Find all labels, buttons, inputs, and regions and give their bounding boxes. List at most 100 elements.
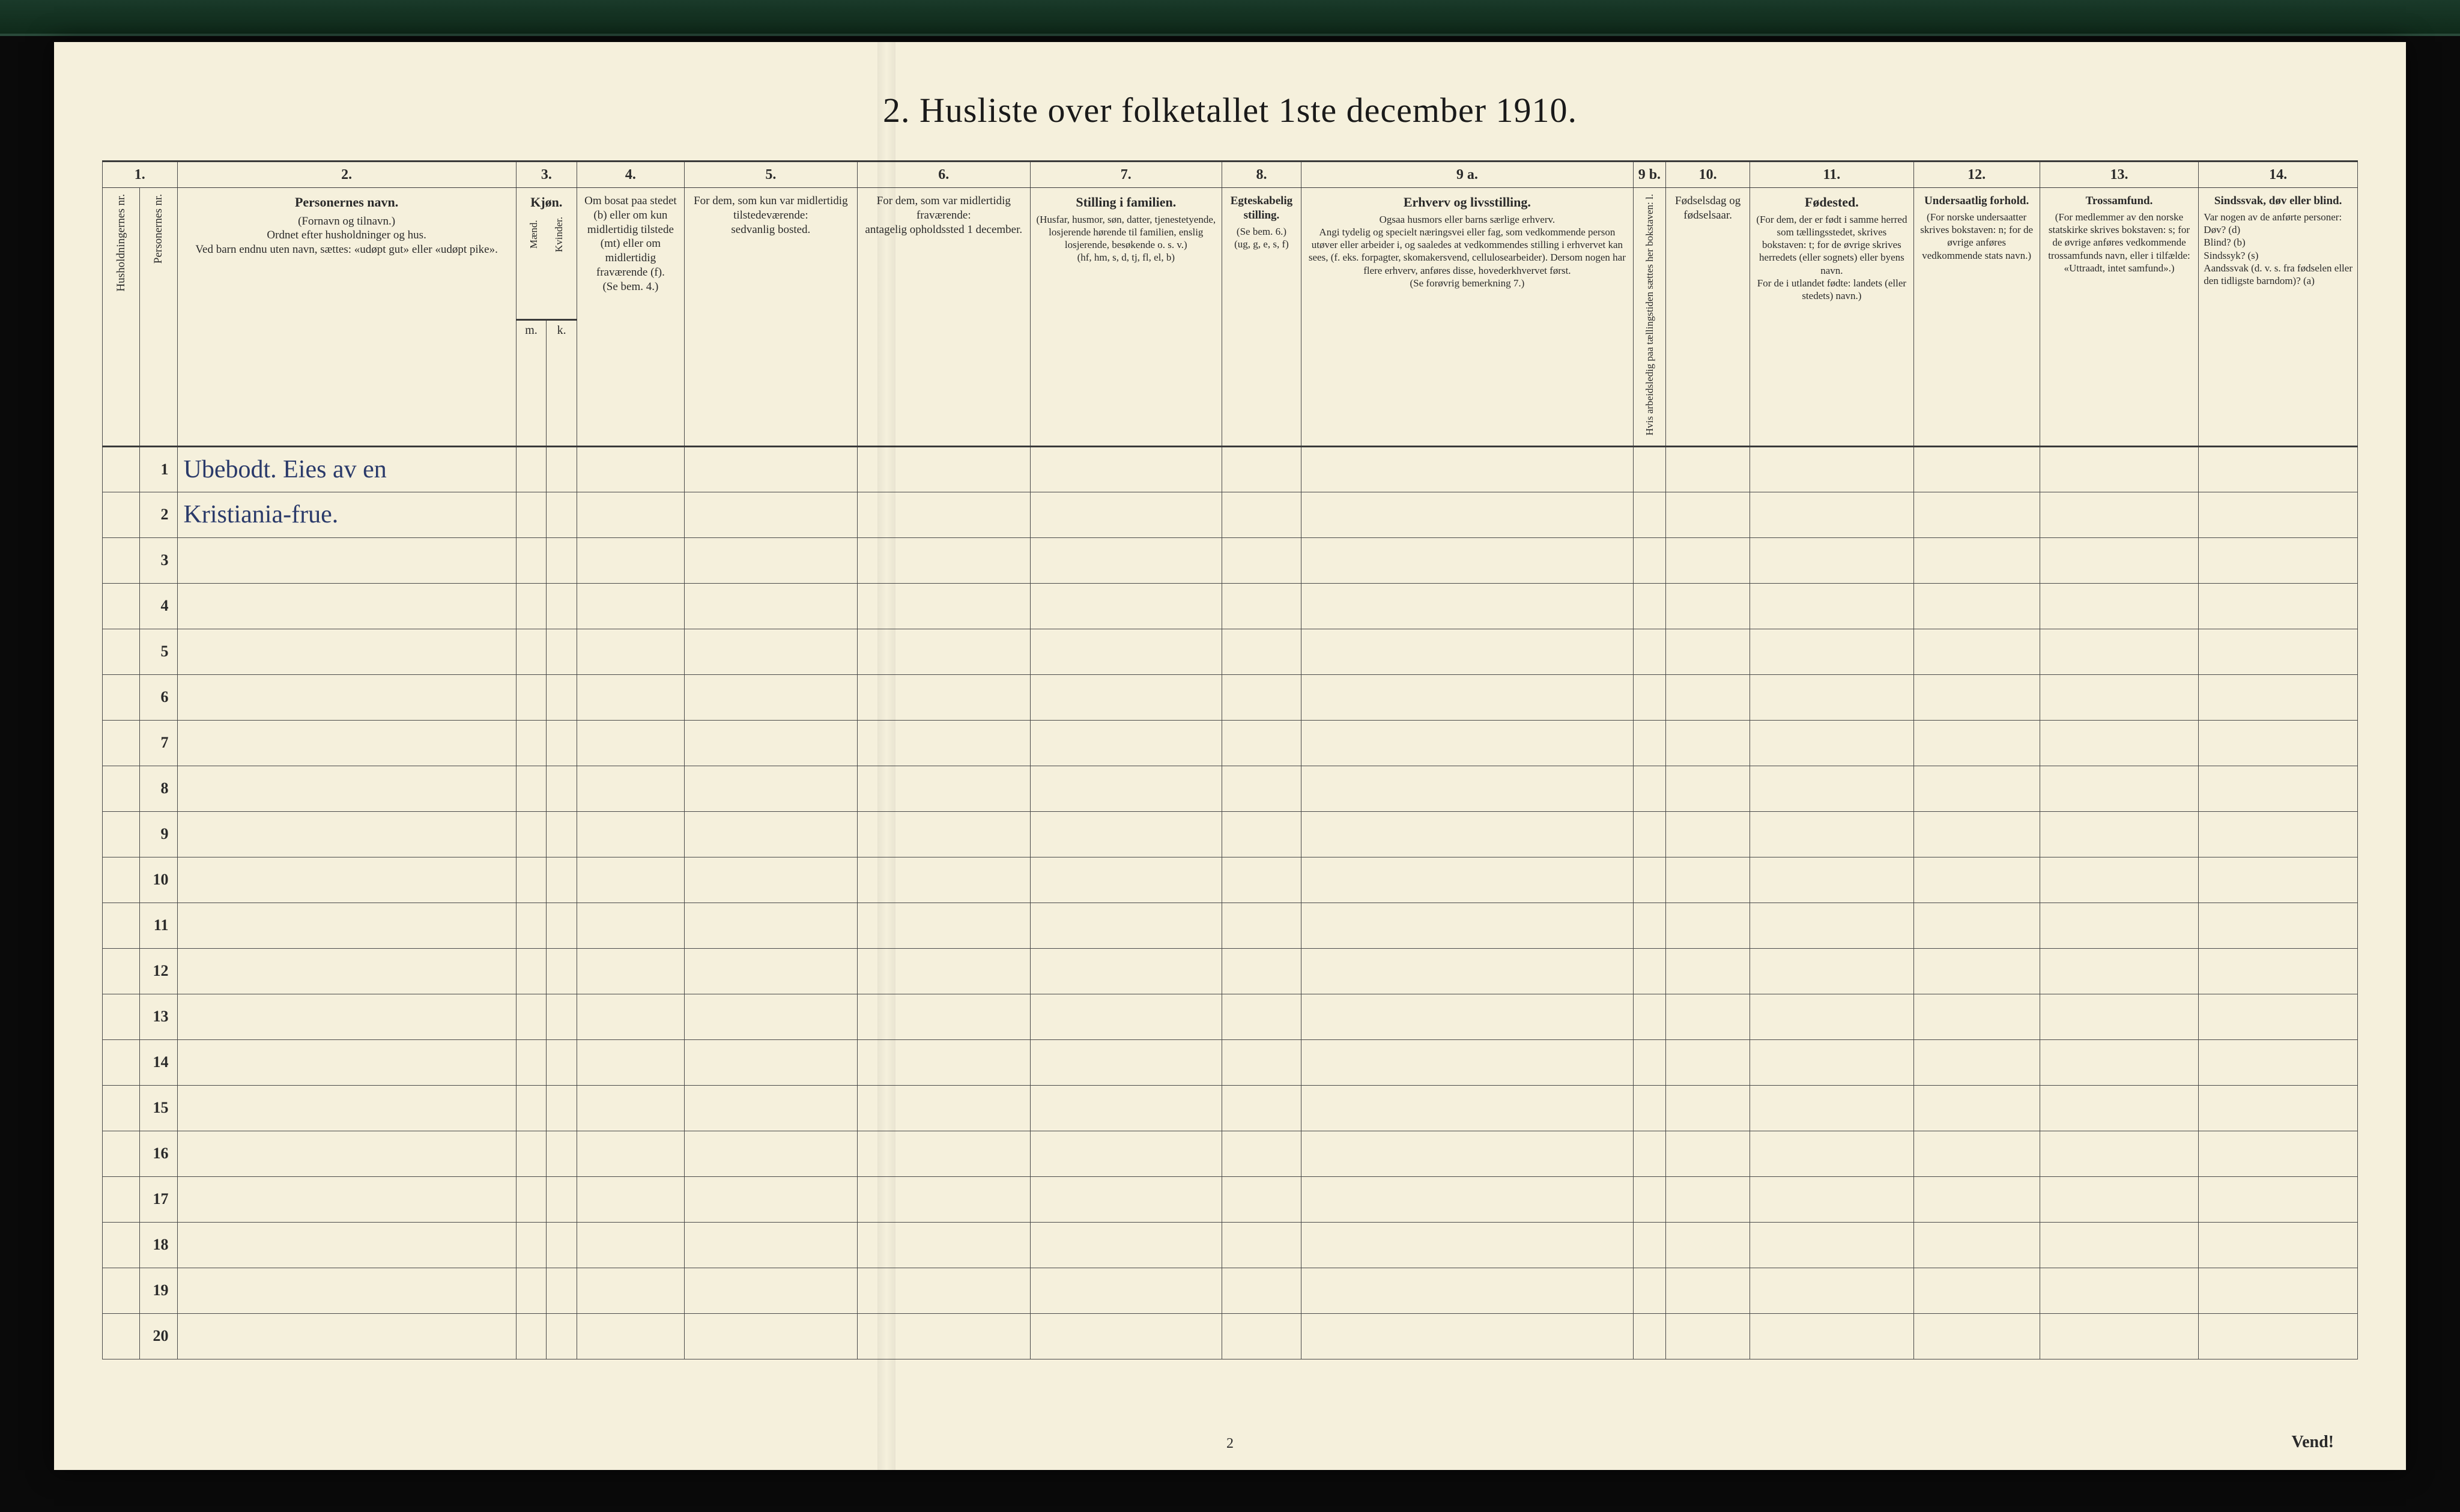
cell-empty xyxy=(1633,1131,1665,1176)
cell-empty xyxy=(857,1085,1030,1131)
cell-empty xyxy=(1666,446,1750,492)
cell-husholdning-nr xyxy=(103,492,140,537)
cell-empty xyxy=(1913,811,2040,857)
cell-navn xyxy=(177,629,516,674)
cell-empty xyxy=(1633,1176,1665,1222)
cell-empty xyxy=(857,1176,1030,1222)
cell-empty xyxy=(1750,948,1913,994)
cell-empty xyxy=(684,1176,857,1222)
table-row: 8 xyxy=(103,766,2358,811)
cell-husholdning-nr xyxy=(103,1085,140,1131)
table-row: 14 xyxy=(103,1039,2358,1085)
cell-empty xyxy=(577,1085,684,1131)
table-row: 4 xyxy=(103,583,2358,629)
cell-empty xyxy=(684,674,857,720)
header-arbeidsledig: Hvis arbeidsledig paa tællingstiden sætt… xyxy=(1633,188,1665,447)
cell-navn xyxy=(177,1222,516,1268)
cell-empty xyxy=(1030,857,1222,903)
cell-empty xyxy=(1666,1222,1750,1268)
cell-empty xyxy=(857,857,1030,903)
cell-empty xyxy=(547,629,577,674)
cell-empty xyxy=(1030,720,1222,766)
cell-empty xyxy=(2199,994,2358,1039)
cell-person-nr: 17 xyxy=(140,1176,177,1222)
cell-person-nr: 2 xyxy=(140,492,177,537)
cell-person-nr: 9 xyxy=(140,811,177,857)
colnum-12: 12. xyxy=(1913,162,2040,188)
cell-empty xyxy=(516,1268,547,1313)
table-row: 10 xyxy=(103,857,2358,903)
cell-empty xyxy=(516,1131,547,1176)
cell-empty xyxy=(2199,583,2358,629)
cell-navn xyxy=(177,1313,516,1359)
cell-empty xyxy=(2040,1268,2199,1313)
cell-empty xyxy=(1030,446,1222,492)
cell-empty xyxy=(577,811,684,857)
cell-husholdning-nr xyxy=(103,583,140,629)
cell-empty xyxy=(1301,492,1634,537)
cell-navn xyxy=(177,1085,516,1131)
cell-empty xyxy=(1633,994,1665,1039)
column-header-row: Husholdningernes nr. Personernes nr. Per… xyxy=(103,188,2358,320)
cell-empty xyxy=(1222,720,1301,766)
cell-empty xyxy=(684,1131,857,1176)
colnum-8: 8. xyxy=(1222,162,1301,188)
header-trossamfund: Trossamfund. (For medlemmer av den norsk… xyxy=(2040,188,2199,447)
cell-empty xyxy=(516,994,547,1039)
cell-empty xyxy=(577,903,684,948)
cell-husholdning-nr xyxy=(103,1313,140,1359)
cell-navn xyxy=(177,1131,516,1176)
colnum-3: 3. xyxy=(516,162,577,188)
cell-empty xyxy=(857,1222,1030,1268)
cell-empty xyxy=(684,1039,857,1085)
table-row: 1Ubebodt. Eies av en xyxy=(103,446,2358,492)
cell-person-nr: 14 xyxy=(140,1039,177,1085)
colnum-11: 11. xyxy=(1750,162,1913,188)
cell-empty xyxy=(857,720,1030,766)
cell-empty xyxy=(1913,1313,2040,1359)
cell-empty xyxy=(2199,1313,2358,1359)
colnum-5: 5. xyxy=(684,162,857,188)
cell-empty xyxy=(1666,811,1750,857)
cell-empty xyxy=(1666,903,1750,948)
document-page: 2. Husliste over folketallet 1ste decemb… xyxy=(54,42,2406,1470)
cell-empty xyxy=(1750,1313,1913,1359)
colnum-2: 2. xyxy=(177,162,516,188)
cell-empty xyxy=(516,948,547,994)
cell-empty xyxy=(1633,1222,1665,1268)
cell-empty xyxy=(516,1176,547,1222)
table-row: 9 xyxy=(103,811,2358,857)
cell-empty xyxy=(577,1176,684,1222)
table-row: 15 xyxy=(103,1085,2358,1131)
cell-empty xyxy=(684,1313,857,1359)
cell-navn xyxy=(177,537,516,583)
cell-husholdning-nr xyxy=(103,994,140,1039)
cell-empty xyxy=(516,811,547,857)
cell-empty xyxy=(1666,994,1750,1039)
cell-husholdning-nr xyxy=(103,629,140,674)
cell-empty xyxy=(1030,1131,1222,1176)
cell-empty xyxy=(1030,537,1222,583)
cell-empty xyxy=(1750,1131,1913,1176)
cell-empty xyxy=(2199,492,2358,537)
cell-person-nr: 10 xyxy=(140,857,177,903)
cell-empty xyxy=(684,948,857,994)
cell-empty xyxy=(1633,1085,1665,1131)
cell-husholdning-nr xyxy=(103,1176,140,1222)
cell-empty xyxy=(1030,1222,1222,1268)
cell-empty xyxy=(1750,629,1913,674)
cell-navn xyxy=(177,948,516,994)
cell-empty xyxy=(1633,537,1665,583)
cell-person-nr: 13 xyxy=(140,994,177,1039)
cell-husholdning-nr xyxy=(103,1039,140,1085)
cell-empty xyxy=(1301,811,1634,857)
cell-empty xyxy=(1633,857,1665,903)
cell-empty xyxy=(577,948,684,994)
cell-empty xyxy=(516,857,547,903)
cell-empty xyxy=(1750,857,1913,903)
cell-navn xyxy=(177,857,516,903)
cell-empty xyxy=(857,903,1030,948)
cell-empty xyxy=(684,994,857,1039)
cell-person-nr: 4 xyxy=(140,583,177,629)
table-row: 7 xyxy=(103,720,2358,766)
